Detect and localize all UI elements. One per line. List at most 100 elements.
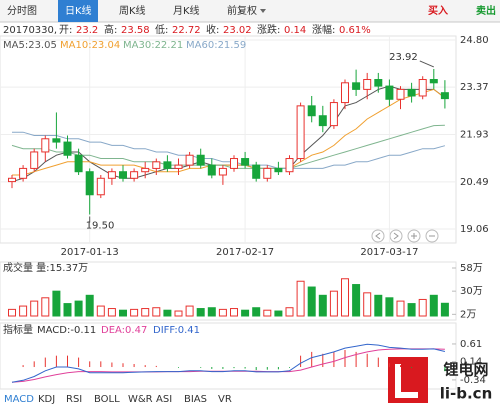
volume-bar (418, 298, 427, 317)
legend-entry: MA60:21.59 (186, 40, 246, 51)
volume-bar (230, 308, 238, 317)
buy-button[interactable]: 买入 (428, 5, 448, 17)
y-tick-label: 30万 (460, 286, 483, 297)
candle-body (196, 154, 205, 166)
info-value: 23.58 (121, 25, 150, 36)
indicator-tab[interactable]: BOLL (94, 394, 120, 405)
volume-bar (429, 294, 438, 317)
candle-body (130, 171, 139, 179)
volume-bar (252, 307, 261, 317)
zoom-left[interactable] (371, 229, 385, 243)
volume-bar (74, 300, 83, 317)
zoom-in[interactable] (407, 229, 421, 243)
legend-entry: MA5:23.05 (3, 40, 57, 51)
info-value: 22.72 (172, 25, 201, 36)
volume-bar (352, 284, 361, 317)
candle-body (207, 164, 216, 176)
y-tick-label: -0.34 (460, 375, 486, 386)
indicator-tab[interactable]: BIAS (184, 394, 207, 405)
zoom-out[interactable] (425, 229, 439, 243)
info-value: 23.2 (76, 25, 98, 36)
ma-line (12, 88, 446, 176)
volume-bar (363, 292, 372, 317)
candle-body (341, 82, 349, 104)
indicator-line (11, 343, 446, 383)
candle-body (329, 102, 338, 127)
indicator-tab[interactable]: KDJ (38, 394, 55, 405)
tab[interactable]: 周K线 (119, 4, 146, 17)
candle-body (318, 115, 327, 127)
info-label: 涨跌: (257, 23, 280, 36)
volume-bar (41, 297, 50, 317)
candle-body (307, 105, 316, 117)
high-label: 23.92 (389, 52, 418, 63)
candle-body (41, 138, 50, 153)
y-tick-label: 19.06 (460, 224, 489, 235)
high-marker (419, 60, 434, 68)
candle-body (263, 167, 272, 179)
indicator-tab[interactable]: W&R (128, 394, 153, 405)
candle-body (418, 79, 427, 97)
candle-body (63, 141, 72, 156)
tab[interactable]: 前复权 (227, 4, 257, 17)
info-value: 0.14 (284, 25, 306, 36)
tab-active-bg (58, 0, 98, 22)
watermark-site: li-b.cn (440, 385, 493, 403)
candle-body (385, 85, 394, 100)
zoom-right[interactable] (389, 229, 403, 243)
volume-bar (341, 278, 349, 317)
indicator-tab[interactable]: RSI (66, 394, 82, 405)
volume-bar (96, 305, 105, 317)
sell-button[interactable]: 卖出 (476, 4, 496, 17)
volume-bar (329, 290, 338, 317)
candle-body (374, 79, 383, 87)
watermark-name: 锂电网 (443, 361, 488, 379)
candle-body (107, 171, 116, 179)
ma-line (12, 131, 446, 169)
volume-bar (196, 308, 205, 317)
indicator-tab[interactable]: MACD (4, 394, 34, 405)
volume-bar (85, 294, 94, 317)
y-tick-label: 20.49 (460, 177, 489, 188)
volume-bar (218, 308, 227, 317)
candle-body (285, 158, 294, 173)
ma-line (11, 124, 445, 169)
indicator-tab[interactable]: ASI (156, 394, 172, 405)
x-tick-label: 2017-03-17 (360, 247, 418, 258)
volume-bar (8, 308, 16, 317)
tab[interactable]: 分时图 (7, 5, 37, 17)
candle-body (141, 167, 150, 173)
volume-bar (374, 294, 383, 317)
candle-body (74, 154, 83, 173)
price-frame (0, 35, 457, 244)
volume-bar (274, 310, 283, 317)
volume-bar (174, 310, 183, 317)
candle-body (85, 171, 94, 196)
candle-body (19, 167, 28, 179)
volume-bar (163, 309, 172, 317)
candle-body (218, 167, 227, 176)
tab-bar (0, 0, 500, 22)
low-label: 19.50 (86, 221, 115, 232)
x-tick-label: 2017-02-17 (216, 247, 274, 258)
legend-entry: DEA:0.47 (101, 325, 147, 336)
tab[interactable]: 月K线 (173, 4, 200, 17)
volume-bar (263, 309, 272, 317)
indicator-tab[interactable]: VR (218, 394, 232, 405)
candle-body (396, 88, 405, 100)
panel-title: 指标量 (3, 323, 33, 336)
y-tick-label: 0.14 (460, 357, 482, 368)
y-tick-label: 2万 (460, 309, 476, 320)
y-tick-label: 0.61 (460, 339, 482, 350)
volume-bar (119, 309, 127, 317)
candle-body (230, 158, 238, 169)
volume-bar (63, 303, 72, 317)
candle-body (352, 82, 361, 90)
tab[interactable]: 日K线 (65, 4, 92, 17)
info-label: 涨幅: (312, 23, 335, 36)
zoom-controls[interactable] (371, 229, 439, 243)
volume-bar (407, 303, 416, 317)
volume-bar (19, 305, 28, 317)
